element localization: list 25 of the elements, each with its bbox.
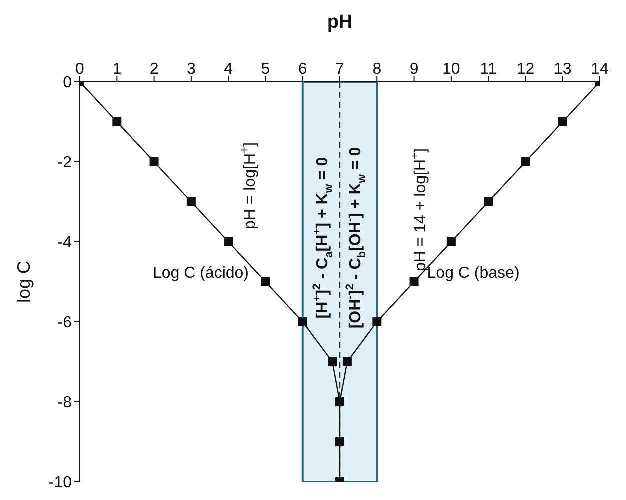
y-tick-label: -10 [48,474,72,492]
series-label: Log C (ácido) [152,265,249,282]
x-tick-label: 2 [150,61,159,78]
x-tick-label: 4 [224,61,234,78]
y-tick-label: -4 [58,234,72,252]
y-tick-label: -8 [58,394,72,412]
y-tick-label: -6 [58,314,72,332]
x-tick-label: 0 [76,61,85,78]
x-tick-label: 3 [186,61,196,78]
x-tick-label: 14 [591,61,609,78]
x-tick-label: 13 [554,61,572,78]
series-label: Log C (base) [427,265,520,282]
y-axis-title: log C [14,260,34,304]
y-tick-label: -2 [58,154,72,172]
x-tick-label: 8 [372,61,382,78]
x-tick-label: 1 [112,61,122,78]
x-tick-label: 12 [516,61,535,78]
x-tick-label: 5 [261,61,270,78]
x-tick-label: 6 [298,61,308,78]
x-tick-label: 7 [336,61,345,78]
x-axis-title: pH [327,12,353,33]
x-tick-label: 10 [442,61,460,78]
x-tick-label: 9 [410,61,419,78]
y-tick-label: 0 [63,74,72,92]
x-tick-label: 11 [480,61,497,78]
